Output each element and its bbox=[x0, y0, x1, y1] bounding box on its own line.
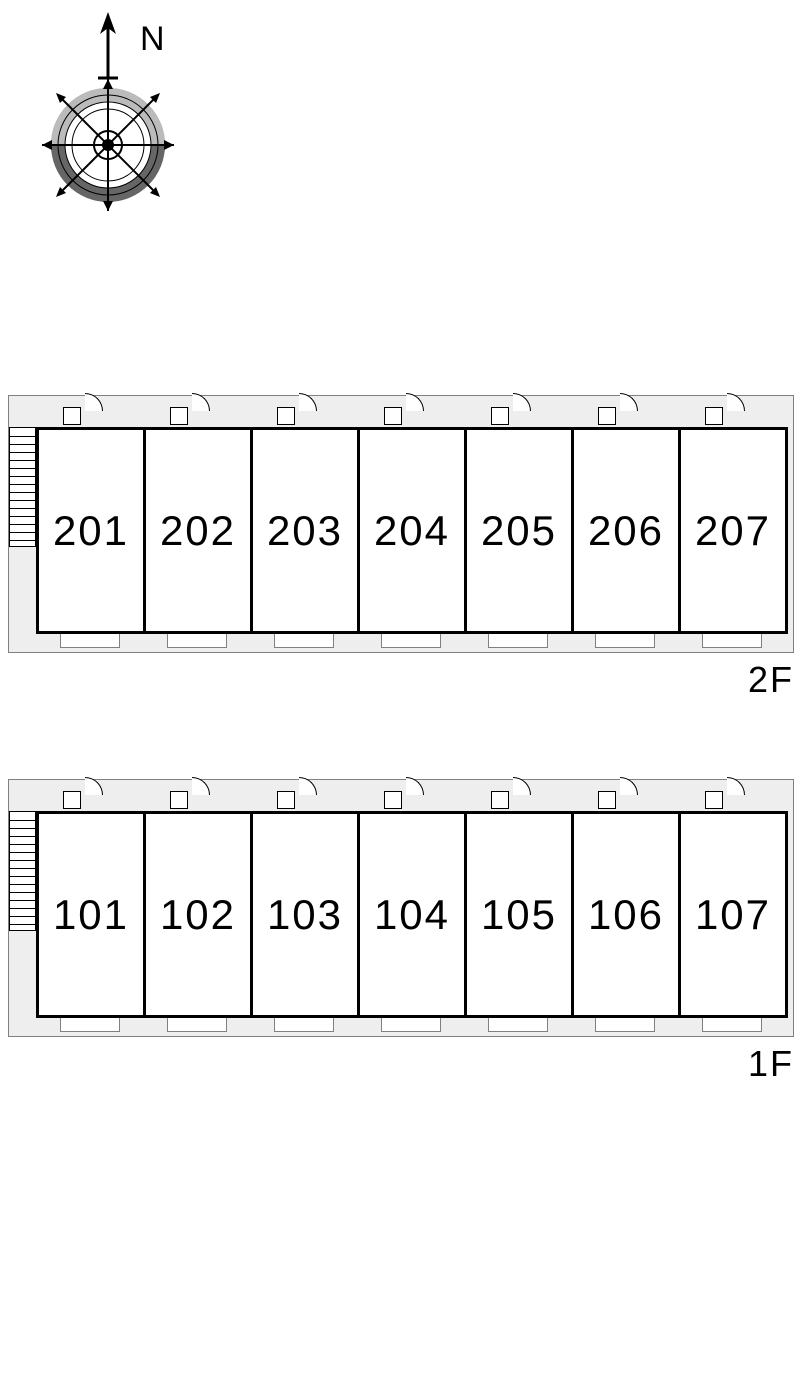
unit-201-label: 201 bbox=[53, 507, 129, 555]
unit-202-label: 202 bbox=[160, 507, 236, 555]
floor-2f-label: 2F bbox=[748, 659, 794, 701]
compass-rose bbox=[42, 79, 174, 211]
unit-206-label: 206 bbox=[588, 507, 664, 555]
unit-103-label: 103 bbox=[267, 891, 343, 939]
unit-205-label: 205 bbox=[481, 507, 557, 555]
unit-101: 101 bbox=[36, 811, 146, 1018]
floor-1f: 101 102 103 104 105 106 107 1F bbox=[8, 779, 794, 1079]
unit-204: 204 bbox=[357, 427, 467, 634]
floor-1f-label: 1F bbox=[748, 1043, 794, 1085]
unit-206: 206 bbox=[571, 427, 681, 634]
unit-105-label: 105 bbox=[481, 891, 557, 939]
unit-203: 203 bbox=[250, 427, 360, 634]
unit-205: 205 bbox=[464, 427, 574, 634]
compass: N bbox=[30, 10, 200, 225]
unit-207-label: 207 bbox=[695, 507, 771, 555]
unit-105: 105 bbox=[464, 811, 574, 1018]
unit-106-label: 106 bbox=[588, 891, 664, 939]
stairs-2f bbox=[9, 427, 36, 547]
unit-107-label: 107 bbox=[695, 891, 771, 939]
unit-104-label: 104 bbox=[374, 891, 450, 939]
unit-102: 102 bbox=[143, 811, 253, 1018]
unit-201: 201 bbox=[36, 427, 146, 634]
units-row-2f: 201 202 203 204 205 206 207 bbox=[36, 427, 788, 634]
unit-107: 107 bbox=[678, 811, 788, 1018]
unit-202: 202 bbox=[143, 427, 253, 634]
floor-2f: 201 202 203 204 205 206 207 2F bbox=[8, 395, 794, 695]
unit-104: 104 bbox=[357, 811, 467, 1018]
compass-arrow bbox=[98, 12, 118, 78]
units-row-1f: 101 102 103 104 105 106 107 bbox=[36, 811, 788, 1018]
unit-203-label: 203 bbox=[267, 507, 343, 555]
unit-106: 106 bbox=[571, 811, 681, 1018]
stairs-1f bbox=[9, 811, 36, 931]
compass-n-label: N bbox=[140, 20, 165, 58]
unit-101-label: 101 bbox=[53, 891, 129, 939]
unit-103: 103 bbox=[250, 811, 360, 1018]
unit-102-label: 102 bbox=[160, 891, 236, 939]
unit-207: 207 bbox=[678, 427, 788, 634]
unit-204-label: 204 bbox=[374, 507, 450, 555]
